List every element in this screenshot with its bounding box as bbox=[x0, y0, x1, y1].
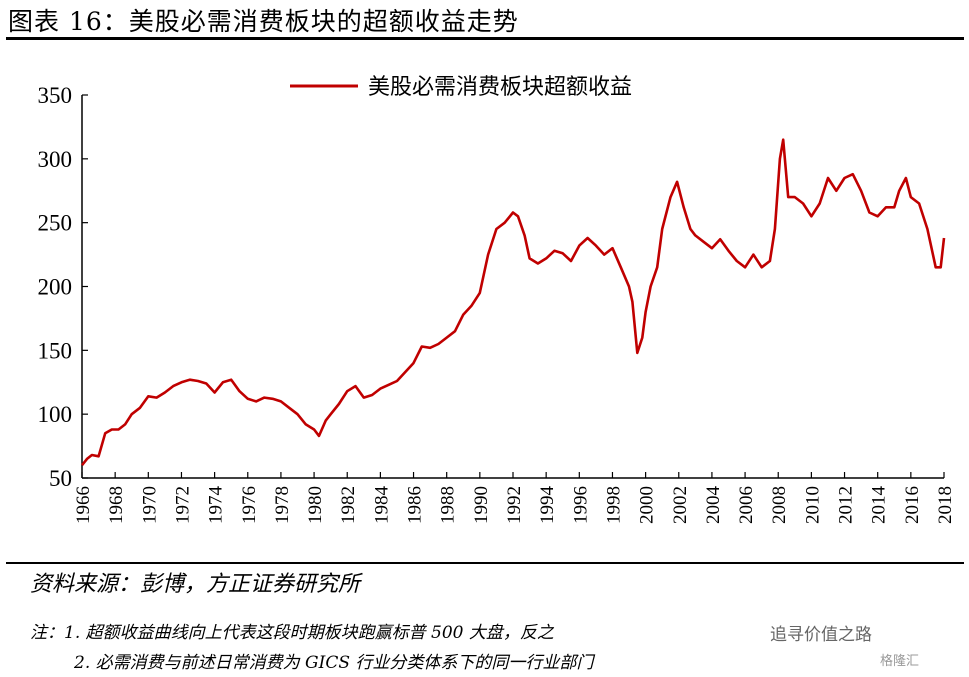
x-tick-label: 1970 bbox=[139, 486, 160, 524]
y-tick-label: 100 bbox=[38, 402, 73, 427]
x-tick-label: 2014 bbox=[869, 486, 890, 525]
chart: 美股必需消费板块超额收益 50 100 150 200 250 300 350 1966 196… bbox=[38, 75, 957, 524]
x-tick-label: 2010 bbox=[802, 486, 823, 524]
x-tick-label: 2006 bbox=[736, 486, 757, 524]
legend: 美股必需消费板块超额收益 bbox=[290, 75, 632, 100]
x-tick-label: 2004 bbox=[703, 486, 724, 525]
note-1: 注：1. 超额收益曲线向上代表这段时期板块跑赢标普 500 大盘，反之 bbox=[30, 623, 554, 643]
title-rule bbox=[6, 37, 964, 40]
x-tick-label: 1994 bbox=[537, 486, 558, 525]
plot-area bbox=[80, 138, 946, 467]
x-tick-label: 1986 bbox=[405, 486, 426, 524]
x-tick-label: 1988 bbox=[438, 486, 459, 524]
axes: 50 100 150 200 250 300 350 1966 1968 1970 1972 1974… bbox=[38, 83, 957, 524]
x-tick-label: 1978 bbox=[272, 486, 293, 524]
x-tick-label: 2002 bbox=[670, 486, 691, 524]
x-tick-label: 1968 bbox=[106, 486, 127, 524]
x-tick-label: 1992 bbox=[504, 486, 525, 524]
x-tick-label: 1974 bbox=[206, 486, 227, 525]
watermark-wechat: 追寻价值之路 bbox=[770, 625, 872, 645]
y-tick-label: 250 bbox=[38, 211, 73, 236]
y-tick-label: 350 bbox=[38, 83, 73, 108]
figure-title: 图表 16：美股必需消费板块的超额收益走势 bbox=[8, 7, 519, 36]
x-tick-label: 2012 bbox=[836, 486, 857, 524]
legend-label: 美股必需消费板块超额收益 bbox=[368, 75, 632, 100]
x-tick-label: 1980 bbox=[305, 486, 326, 524]
x-tick-label: 2016 bbox=[902, 486, 923, 524]
x-tick-label: 1976 bbox=[239, 486, 260, 524]
y-tick-label: 50 bbox=[49, 466, 72, 491]
y-tick-label: 200 bbox=[38, 275, 73, 300]
x-tick-label: 2018 bbox=[935, 486, 956, 524]
x-tick-label: 2008 bbox=[769, 486, 790, 524]
x-tick-label: 2000 bbox=[637, 486, 658, 524]
x-tick-label: 1998 bbox=[603, 486, 624, 524]
x-tick-label: 1982 bbox=[338, 486, 359, 524]
y-tick-label: 150 bbox=[38, 338, 73, 363]
series-line-0 bbox=[80, 138, 946, 467]
source-rule bbox=[6, 562, 964, 564]
note-2: 2. 必需消费与前述日常消费为 GICS 行业分类体系下的同一行业部门 bbox=[74, 653, 594, 673]
x-tick-label: 1990 bbox=[471, 486, 492, 524]
y-tick-label: 300 bbox=[38, 147, 73, 172]
x-tick-label: 1996 bbox=[570, 486, 591, 524]
x-tick-label: 1966 bbox=[73, 486, 94, 524]
x-tick-label: 1984 bbox=[371, 486, 392, 525]
watermark-gelonghui: 格隆汇 bbox=[880, 654, 920, 669]
x-tick-label: 1972 bbox=[172, 486, 193, 524]
source-text: 资料来源：彭博，方正证券研究所 bbox=[30, 572, 361, 597]
